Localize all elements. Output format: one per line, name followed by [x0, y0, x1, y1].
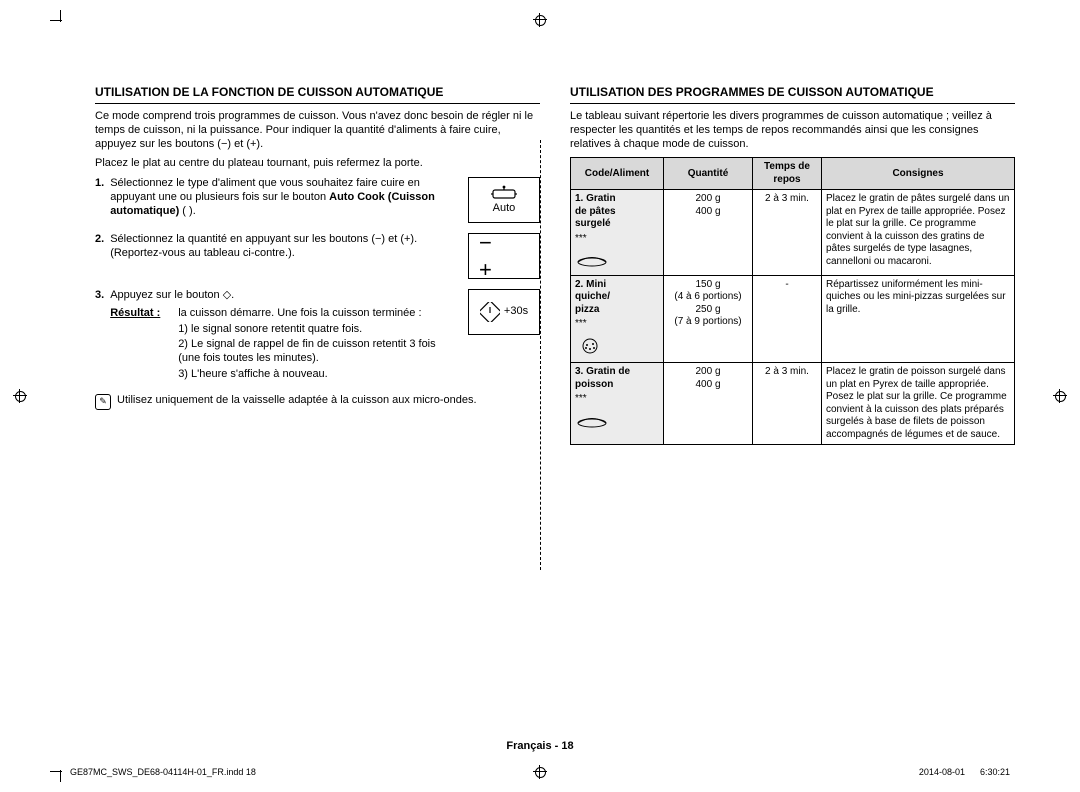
cell-instructions: Placez le gratin de poisson surgelé dans…: [822, 363, 1015, 445]
step1-number: 1.: [95, 177, 104, 223]
crop-mark-bl: [50, 762, 70, 782]
page-footer: Français - 18: [0, 740, 1080, 754]
step1-text: Sélectionnez le type d'aliment que vous …: [110, 177, 458, 218]
step2-text: Sélectionnez la quantité en appuyant sur…: [110, 233, 458, 261]
auto-label: Auto: [493, 202, 516, 216]
heading-auto-cook-function: UTILISATION DE LA FONCTION DE CUISSON AU…: [95, 85, 540, 104]
table-row: 1. Gratin de pâtes surgelé *** 200 g 400…: [571, 190, 1015, 276]
programmes-intro: Le tableau suivant répertorie les divers…: [570, 110, 1015, 151]
intro-paragraph-2: Placez le plat au centre du plateau tour…: [95, 157, 540, 171]
registration-mark-right: [1053, 389, 1067, 403]
indesign-date: 2014-08-01 6:30:21: [919, 767, 1010, 778]
cell-qty: 150 g (4 à 6 portions) 250 g (7 à 9 port…: [664, 275, 753, 363]
th-food: Code/Aliment: [571, 158, 664, 190]
crop-mark-tl: [50, 10, 70, 30]
cell-rest: 2 à 3 min.: [753, 363, 822, 445]
step3-text: Appuyez sur le bouton ◇.: [110, 289, 458, 303]
indesign-slug: GE87MC_SWS_DE68-04114H-01_FR.indd 18: [70, 767, 256, 778]
result-item-3: 3) L'heure s'affiche à nouveau.: [178, 368, 458, 382]
result-text: la cuisson démarre. Une fois la cuisson …: [178, 307, 458, 321]
th-instructions: Consignes: [822, 158, 1015, 190]
heading-auto-cook-programmes: UTILISATION DES PROGRAMMES DE CUISSON AU…: [570, 85, 1015, 104]
auto-cook-button-icon: Auto: [468, 177, 540, 223]
cell-instructions: Répartissez uniformément les mini-quiche…: [822, 275, 1015, 363]
th-rest: Temps de repos: [753, 158, 822, 190]
note-row: ✎ Utilisez uniquement de la vaisselle ad…: [95, 394, 540, 410]
table-row: 2. Mini quiche/ pizza *** 150 g (4 à 6 p…: [571, 275, 1015, 363]
registration-mark-bottom: [533, 765, 547, 779]
result-item-2: 2) Le signal de rappel de fin de cuisson…: [178, 338, 458, 366]
table-row: 3. Gratin de poisson *** 200 g 400 g 2 à…: [571, 363, 1015, 445]
step2-number: 2.: [95, 233, 104, 279]
minus-plus-button-icon: −+: [468, 233, 540, 279]
registration-mark-left: [13, 389, 27, 403]
intro-paragraph-1: Ce mode comprend trois programmes de cui…: [95, 110, 540, 151]
th-qty: Quantité: [664, 158, 753, 190]
programmes-table: Code/Aliment Quantité Temps de repos Con…: [570, 157, 1015, 445]
cell-instructions: Placez le gratin de pâtes surgelé dans u…: [822, 190, 1015, 276]
dish-icon: [575, 251, 659, 272]
pizza-icon: [575, 337, 659, 360]
note-text: Utilisez uniquement de la vaisselle adap…: [117, 394, 477, 410]
result-item-1: 1) le signal sonore retentit quatre fois…: [178, 323, 458, 337]
step3-number: 3.: [95, 289, 104, 384]
note-icon: ✎: [95, 394, 111, 410]
cell-rest: -: [753, 275, 822, 363]
start-30s-button-icon: +30s: [468, 289, 540, 335]
cell-qty: 200 g 400 g: [664, 363, 753, 445]
right-column: UTILISATION DES PROGRAMMES DE CUISSON AU…: [570, 85, 1015, 445]
dish-icon: [575, 412, 659, 433]
cell-rest: 2 à 3 min.: [753, 190, 822, 276]
registration-mark-top: [533, 13, 547, 27]
cell-qty: 200 g 400 g: [664, 190, 753, 276]
plus-30s-label: +30s: [504, 305, 528, 319]
left-column: UTILISATION DE LA FONCTION DE CUISSON AU…: [95, 85, 540, 445]
result-label: Résultat :: [110, 307, 160, 319]
